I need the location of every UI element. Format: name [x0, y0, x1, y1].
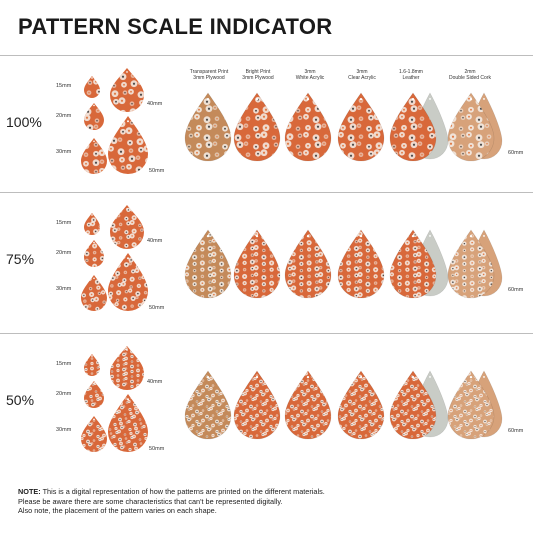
sample-drop-50mm [108, 253, 148, 311]
sample-drop-20mm [84, 103, 104, 130]
size-label-30mm: 30mm [56, 149, 72, 155]
size-label-40mm: 40mm [147, 238, 163, 244]
scale-percent-label: 50% [6, 392, 35, 408]
material-drop-4 [337, 92, 385, 162]
material-drop-2 [233, 370, 281, 440]
material-heading-4: 3mm Clear Acrylic [332, 69, 392, 81]
material-heading-line-2: White Acrylic [295, 75, 325, 81]
material-drop-3 [284, 370, 332, 440]
sample-drop-15mm [84, 213, 100, 235]
sample-drop-30mm [81, 416, 107, 452]
material-heading-5: 1.6-1.8mm Leather [381, 69, 441, 81]
scale-band-100: 100% 15mm 20mm 30mm 40mm 50mm 60mm Transparent … [0, 55, 533, 191]
material-drop-1 [184, 92, 232, 162]
material-drop-2 [233, 229, 281, 299]
material-heading-6: 2mm Double Sided Cork [440, 69, 500, 81]
material-drop-1 [184, 229, 232, 299]
note-text: NOTE: This is a digital representation o… [18, 487, 518, 516]
material-drop-3 [284, 92, 332, 162]
material-drop-6 [447, 92, 495, 162]
sample-drop-30mm [81, 275, 107, 311]
size-label-60mm: 60mm [508, 150, 524, 156]
sample-drop-50mm [108, 116, 148, 174]
size-label-50mm: 50mm [149, 168, 165, 174]
size-label-40mm: 40mm [147, 379, 163, 385]
material-drop-5 [389, 370, 437, 440]
material-heading-1: Transparent Print 3mm Plywood [179, 69, 239, 81]
material-heading-line-1: 3mm [304, 69, 316, 75]
material-heading-line-1: Transparent Print [189, 69, 229, 75]
scale-percent-label: 100% [6, 114, 42, 130]
material-heading-line-1: 1.6-1.8mm [399, 69, 423, 75]
size-label-15mm: 15mm [56, 220, 72, 226]
size-label-50mm: 50mm [149, 305, 165, 311]
note-line-1: This is a digital representation of how … [40, 487, 325, 496]
material-heading-line-2: Double Sided Cork [449, 75, 491, 81]
sample-drop-40mm [110, 205, 144, 249]
page-title: PATTERN SCALE INDICATOR [18, 14, 333, 39]
material-heading-line-2: Leather [402, 75, 420, 81]
size-label-60mm: 60mm [508, 428, 524, 434]
material-drop-1 [184, 370, 232, 440]
size-label-50mm: 50mm [149, 446, 165, 452]
scale-band-75: 75% 15mm 20mm 30mm 40mm 50mm 60mm [0, 192, 533, 328]
size-label-20mm: 20mm [56, 113, 72, 119]
scale-percent-label: 75% [6, 251, 35, 267]
material-drop-4 [337, 370, 385, 440]
material-heading-line-2: 3mm Plywood [242, 75, 274, 81]
material-drop-3 [284, 229, 332, 299]
size-label-40mm: 40mm [147, 101, 163, 107]
sample-drop-20mm [84, 240, 104, 267]
sample-drop-15mm [84, 76, 100, 98]
scale-band-50: 50% 15mm 20mm 30mm 40mm 50mm 60mm [0, 333, 533, 469]
material-drop-6 [447, 229, 495, 299]
note-line-3: Also note, the placement of the pattern … [18, 506, 217, 515]
material-drop-2 [233, 92, 281, 162]
material-drop-5 [389, 92, 437, 162]
size-label-60mm: 60mm [508, 287, 524, 293]
sample-drop-20mm [84, 381, 104, 408]
sample-drop-15mm [84, 354, 100, 376]
material-drop-6 [447, 370, 495, 440]
size-label-15mm: 15mm [56, 83, 72, 89]
size-label-20mm: 20mm [56, 250, 72, 256]
material-heading-line-1: Bright Print [245, 69, 271, 75]
sample-drop-40mm [110, 68, 144, 112]
material-heading-line-2: Clear Acrylic [348, 75, 376, 81]
material-heading-line-1: 2mm [464, 69, 476, 75]
material-drop-5 [389, 229, 437, 299]
sample-drop-30mm [81, 138, 107, 174]
size-label-20mm: 20mm [56, 391, 72, 397]
material-heading-3: 3mm White Acrylic [280, 69, 340, 81]
material-drop-4 [337, 229, 385, 299]
size-label-30mm: 30mm [56, 427, 72, 433]
material-heading-line-1: 3mm [356, 69, 368, 75]
material-heading-2: Bright Print 3mm Plywood [228, 69, 288, 81]
note-line-2: Please be aware there are some character… [18, 496, 283, 506]
size-label-30mm: 30mm [56, 286, 72, 292]
sample-drop-40mm [110, 346, 144, 390]
material-heading-line-2: 3mm Plywood [193, 75, 225, 81]
sample-drop-50mm [108, 394, 148, 452]
note-label: NOTE: [18, 487, 41, 496]
size-label-15mm: 15mm [56, 361, 72, 367]
